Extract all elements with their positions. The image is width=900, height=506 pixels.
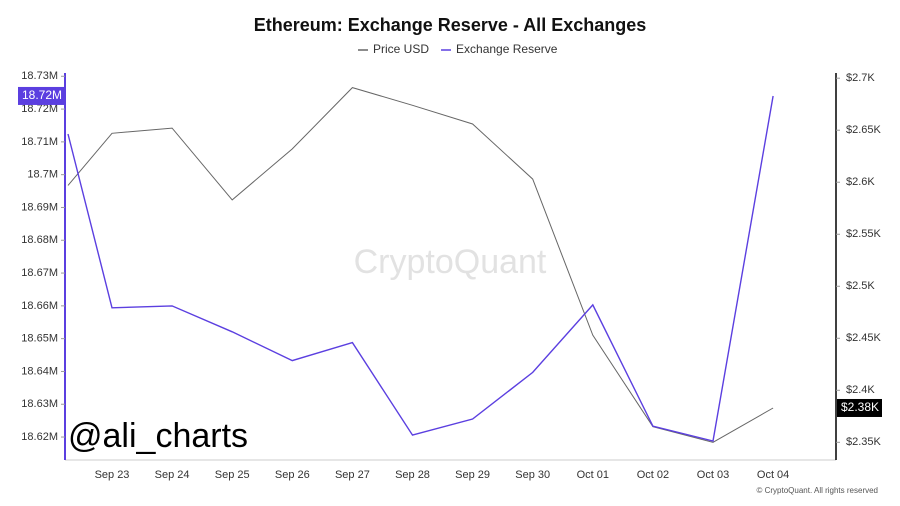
y2-tick-label: $2.5K: [846, 280, 875, 292]
x-tick-label: Oct 01: [577, 469, 609, 481]
y-tick-label: 18.65M: [21, 333, 58, 345]
current-value-label: $2.38K: [841, 400, 879, 414]
y-tick-label: 18.68M: [21, 234, 58, 246]
y-tick-label: 18.71M: [21, 136, 58, 148]
x-tick-label: Oct 03: [697, 469, 729, 481]
x-tick-label: Sep 27: [335, 469, 370, 481]
y2-tick-label: $2.7K: [846, 72, 875, 84]
y-tick-label: 18.7M: [27, 169, 58, 181]
y2-tick-label: $2.35K: [846, 436, 882, 448]
x-tick-label: Sep 23: [95, 469, 130, 481]
current-value-box: [18, 86, 65, 105]
handle: @ali_charts: [68, 417, 248, 455]
y-tick-label: 18.67M: [21, 267, 58, 279]
x-tick-label: Sep 29: [455, 469, 490, 481]
watermark: CryptoQuant: [354, 243, 547, 281]
y2-tick-label: $2.65K: [846, 124, 882, 136]
x-tick-label: Oct 04: [757, 469, 789, 481]
series-line: [67, 95, 774, 442]
x-tick-label: Sep 28: [395, 469, 430, 481]
y-tick-label: 18.72M: [21, 103, 58, 115]
y2-tick-label: $2.55K: [846, 228, 882, 240]
y-tick-label: 18.62M: [21, 431, 58, 443]
x-tick-label: Sep 24: [155, 469, 190, 481]
x-tick-label: Sep 26: [275, 469, 310, 481]
x-tick-label: Sep 25: [215, 469, 250, 481]
current-value-label: 18.72M: [22, 88, 62, 102]
x-tick-label: Sep 30: [515, 469, 550, 481]
y-tick-label: 18.73M: [21, 70, 58, 82]
y2-tick-label: $2.4K: [846, 384, 875, 396]
x-tick-label: Oct 02: [637, 469, 669, 481]
current-value-box: [837, 398, 882, 417]
y-tick-label: 18.63M: [21, 398, 58, 410]
y-tick-label: 18.69M: [21, 201, 58, 213]
legend-label: Exchange Reserve: [456, 42, 558, 56]
chart-title: Ethereum: Exchange Reserve - All Exchang…: [254, 15, 646, 35]
y2-tick-label: $2.45K: [846, 332, 882, 344]
copyright: © CryptoQuant. All rights reserved: [757, 486, 879, 495]
y-tick-label: 18.66M: [21, 300, 58, 312]
legend-label: Price USD: [373, 42, 429, 56]
y-tick-label: 18.64M: [21, 365, 58, 377]
y2-tick-label: $2.6K: [846, 176, 875, 188]
